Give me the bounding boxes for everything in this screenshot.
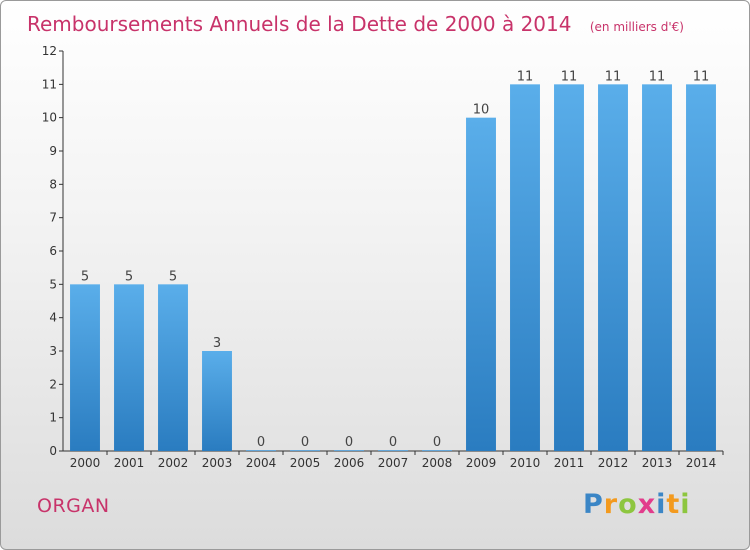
bar-2007 bbox=[378, 450, 408, 451]
data-label-2011: 11 bbox=[561, 69, 578, 84]
logo-letter: x bbox=[637, 489, 657, 520]
y-tick-label: 10 bbox=[42, 111, 57, 125]
y-tick-label: 12 bbox=[42, 44, 57, 58]
x-tick-label: 2005 bbox=[290, 456, 321, 470]
bar-2013 bbox=[642, 84, 672, 451]
logo-letter: t bbox=[666, 489, 681, 520]
x-tick-label: 2014 bbox=[686, 456, 717, 470]
bar-2012 bbox=[598, 84, 628, 451]
data-label-2006: 0 bbox=[345, 435, 353, 450]
chart-title-main: Remboursements Annuels de la Dette de 20… bbox=[27, 12, 571, 36]
logo-letter: r bbox=[603, 489, 619, 520]
x-tick-label: 2012 bbox=[598, 456, 629, 470]
bar-2005 bbox=[290, 450, 320, 451]
x-tick-label: 2013 bbox=[642, 456, 673, 470]
y-tick-label: 3 bbox=[49, 344, 57, 358]
logo-letter: i bbox=[656, 489, 667, 520]
bar-2008 bbox=[422, 450, 452, 451]
data-labels: 5 5 5 3 0 0 0 0 0 10 11 11 11 11 11 bbox=[81, 69, 709, 450]
y-tick-label: 6 bbox=[49, 244, 57, 258]
data-label-2007: 0 bbox=[389, 435, 397, 450]
data-label-2001: 5 bbox=[125, 269, 133, 284]
data-label-2002: 5 bbox=[169, 269, 177, 284]
logo-letter: o bbox=[618, 489, 638, 520]
y-tick-label: 11 bbox=[42, 77, 57, 91]
x-tick-label: 2007 bbox=[378, 456, 409, 470]
x-tick-label: 2001 bbox=[114, 456, 145, 470]
bar-2014 bbox=[686, 84, 716, 451]
y-tick-label: 1 bbox=[49, 411, 57, 425]
data-label-2003: 3 bbox=[213, 336, 221, 351]
data-label-2014: 11 bbox=[693, 69, 710, 84]
bars bbox=[70, 84, 716, 452]
x-tick-label: 2010 bbox=[510, 456, 541, 470]
bar-2011 bbox=[554, 84, 584, 451]
bar-2010 bbox=[510, 84, 540, 451]
bar-2001 bbox=[114, 284, 144, 451]
data-label-2005: 0 bbox=[301, 435, 309, 450]
x-tick-label: 2004 bbox=[246, 456, 277, 470]
bar-2000 bbox=[70, 284, 100, 451]
x-tick-label: 2011 bbox=[554, 456, 585, 470]
data-label-2004: 0 bbox=[257, 435, 265, 450]
y-tick-label: 9 bbox=[49, 144, 57, 158]
y-tick-label: 4 bbox=[49, 311, 57, 325]
data-label-2010: 11 bbox=[517, 69, 534, 84]
y-tick-label: 5 bbox=[49, 277, 57, 291]
x-tick-label: 2006 bbox=[334, 456, 365, 470]
data-label-2000: 5 bbox=[81, 269, 89, 284]
y-tick-label: 0 bbox=[49, 444, 57, 458]
bar-2002 bbox=[158, 284, 188, 451]
bar-2003 bbox=[202, 351, 232, 451]
y-tick-label: 7 bbox=[49, 211, 57, 225]
data-label-2008: 0 bbox=[433, 435, 441, 450]
y-tick-label: 2 bbox=[49, 377, 57, 391]
logo-letter: i bbox=[680, 489, 691, 520]
bar-2006 bbox=[334, 450, 364, 451]
bar-2004 bbox=[246, 450, 276, 451]
data-label-2013: 11 bbox=[649, 69, 666, 84]
x-tick-label: 2009 bbox=[466, 456, 497, 470]
logo-letter: P bbox=[583, 489, 604, 520]
chart-title: Remboursements Annuels de la Dette de 20… bbox=[27, 12, 684, 36]
x-tick-label: 2002 bbox=[158, 456, 189, 470]
x-tick-label: 2003 bbox=[202, 456, 233, 470]
data-label-2012: 11 bbox=[605, 69, 622, 84]
y-tick-label: 8 bbox=[49, 177, 57, 191]
proxiti-logo: Proxiti bbox=[583, 489, 691, 520]
data-label-2009: 10 bbox=[473, 103, 490, 118]
bar-2009 bbox=[466, 117, 496, 452]
commune-name: ORGAN bbox=[37, 495, 110, 517]
chart-subtitle: (en milliers d'€) bbox=[590, 20, 684, 34]
x-tick-label: 2008 bbox=[422, 456, 453, 470]
x-tick-label: 2000 bbox=[70, 456, 101, 470]
